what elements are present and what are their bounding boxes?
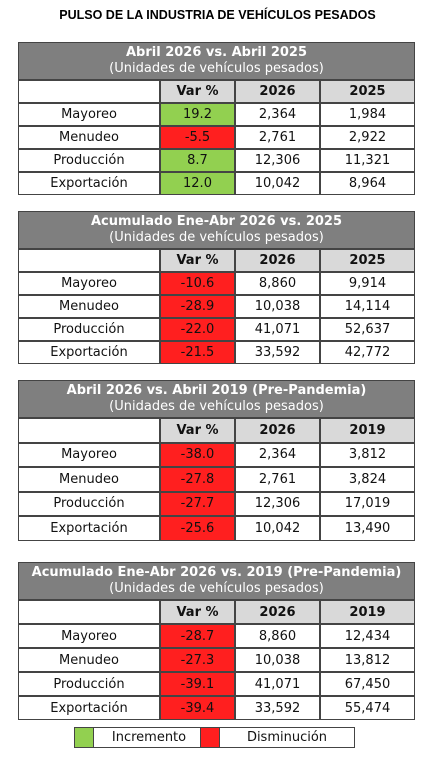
value-cell: 8,860 — [235, 272, 320, 295]
value-cell: 33,592 — [235, 341, 320, 364]
row-label: Producción — [18, 318, 160, 341]
value-cell: 2,761 — [235, 467, 320, 492]
column-header: 2026 — [235, 249, 320, 272]
value-cell: 2,364 — [235, 103, 320, 126]
table-header: Acumulado Ene-Abr 2026 vs. 2025 (Unidades… — [18, 211, 415, 249]
table-subtitle: (Unidades de vehículos pesados) — [109, 581, 324, 596]
row-label: Producción — [18, 149, 160, 172]
var-cell: 19.2 — [160, 103, 235, 126]
legend-swatch — [200, 727, 220, 748]
table-header: Acumulado Ene-Abr 2026 vs. 2019 (Pre-Pan… — [18, 562, 415, 600]
value-cell: 12,306 — [235, 149, 320, 172]
blank-cell — [18, 249, 160, 272]
value-cell: 10,038 — [235, 295, 320, 318]
column-header: 2026 — [235, 600, 320, 624]
row-label: Mayoreo — [18, 442, 160, 467]
value-cell: 11,321 — [320, 149, 415, 172]
blank-cell — [18, 418, 160, 443]
var-cell: -39.4 — [160, 696, 235, 720]
legend-label: Disminución — [219, 727, 355, 748]
value-cell: 2,364 — [235, 442, 320, 467]
row-label: Menudeo — [18, 648, 160, 672]
column-header: 2025 — [320, 80, 415, 103]
value-cell: 55,474 — [320, 696, 415, 720]
value-cell: 10,042 — [235, 172, 320, 195]
row-label: Exportación — [18, 516, 160, 541]
blank-cell — [18, 80, 160, 103]
column-header: Var % — [160, 249, 235, 272]
row-label: Mayoreo — [18, 103, 160, 126]
legend-label: Incremento — [93, 727, 205, 748]
row-label: Mayoreo — [18, 272, 160, 295]
value-cell: 41,071 — [235, 672, 320, 696]
value-cell: 9,914 — [320, 272, 415, 295]
var-cell: -25.6 — [160, 516, 235, 541]
var-cell: -39.1 — [160, 672, 235, 696]
column-header: 2026 — [235, 418, 320, 443]
row-label: Exportación — [18, 696, 160, 720]
column-header: Var % — [160, 600, 235, 624]
value-cell: 10,038 — [235, 648, 320, 672]
table-title: Abril 2026 vs. Abril 2025 — [126, 45, 307, 60]
column-header: Var % — [160, 418, 235, 443]
column-header: 2019 — [320, 600, 415, 624]
var-cell: -22.0 — [160, 318, 235, 341]
value-cell: 67,450 — [320, 672, 415, 696]
value-cell: 1,984 — [320, 103, 415, 126]
value-cell: 52,637 — [320, 318, 415, 341]
row-label: Exportación — [18, 172, 160, 195]
row-label: Producción — [18, 491, 160, 516]
var-cell: -27.3 — [160, 648, 235, 672]
value-cell: 2,761 — [235, 126, 320, 149]
var-cell: -27.8 — [160, 467, 235, 492]
var-cell: -5.5 — [160, 126, 235, 149]
value-cell: 17,019 — [320, 491, 415, 516]
value-cell: 3,812 — [320, 442, 415, 467]
var-cell: -10.6 — [160, 272, 235, 295]
value-cell: 12,306 — [235, 491, 320, 516]
value-cell: 8,964 — [320, 172, 415, 195]
table-subtitle: (Unidades de vehículos pesados) — [109, 61, 324, 76]
row-label: Mayoreo — [18, 624, 160, 648]
table-title: Abril 2026 vs. Abril 2019 (Pre-Pandemia) — [66, 383, 367, 398]
var-cell: -28.7 — [160, 624, 235, 648]
legend-swatch — [74, 727, 94, 748]
page-title: PULSO DE LA INDUSTRIA DE VEHÍCULOS PESAD… — [59, 8, 376, 22]
column-header: 2026 — [235, 80, 320, 103]
value-cell: 12,434 — [320, 624, 415, 648]
column-header: 2019 — [320, 418, 415, 443]
var-cell: -28.9 — [160, 295, 235, 318]
table-header: Abril 2026 vs. Abril 2025 (Unidades de ve… — [18, 42, 415, 80]
table-header: Abril 2026 vs. Abril 2019 (Pre-Pandemia)… — [18, 380, 415, 418]
value-cell: 13,812 — [320, 648, 415, 672]
var-cell: -21.5 — [160, 341, 235, 364]
column-header: 2025 — [320, 249, 415, 272]
value-cell: 14,114 — [320, 295, 415, 318]
value-cell: 10,042 — [235, 516, 320, 541]
value-cell: 2,922 — [320, 126, 415, 149]
row-label: Menudeo — [18, 295, 160, 318]
value-cell: 8,860 — [235, 624, 320, 648]
var-cell: -38.0 — [160, 442, 235, 467]
value-cell: 13,490 — [320, 516, 415, 541]
value-cell: 3,824 — [320, 467, 415, 492]
row-label: Menudeo — [18, 126, 160, 149]
row-label: Producción — [18, 672, 160, 696]
row-label: Menudeo — [18, 467, 160, 492]
var-cell: 12.0 — [160, 172, 235, 195]
value-cell: 42,772 — [320, 341, 415, 364]
value-cell: 41,071 — [235, 318, 320, 341]
table-title: Acumulado Ene-Abr 2026 vs. 2019 (Pre-Pan… — [31, 565, 402, 580]
row-label: Exportación — [18, 341, 160, 364]
var-cell: 8.7 — [160, 149, 235, 172]
table-title: Acumulado Ene-Abr 2026 vs. 2025 — [90, 214, 343, 229]
value-cell: 33,592 — [235, 696, 320, 720]
blank-cell — [18, 600, 160, 624]
table-subtitle: (Unidades de vehículos pesados) — [109, 230, 324, 245]
var-cell: -27.7 — [160, 491, 235, 516]
column-header: Var % — [160, 80, 235, 103]
table-subtitle: (Unidades de vehículos pesados) — [109, 399, 324, 414]
